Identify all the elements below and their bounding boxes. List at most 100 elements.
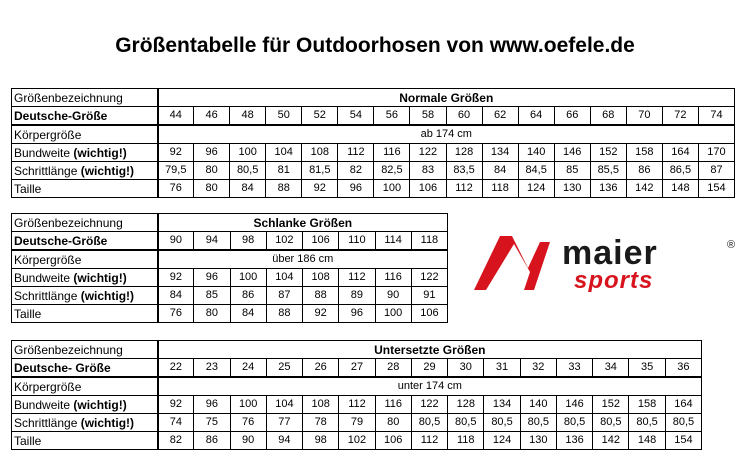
logo-brand-bottom: sports [574, 267, 653, 292]
schritt-cell: 86,5 [661, 161, 699, 180]
taille-cell: 82 [156, 431, 195, 450]
schritt-cell: 80,5 [555, 413, 594, 432]
bundweite-cell: 96 [193, 268, 231, 287]
size-cell: 72 [661, 106, 699, 126]
logo-registered-mark: ® [727, 239, 735, 251]
row-label-deutsche-groesse: Deutsche- Größe [11, 358, 158, 378]
schritt-cell: 77 [265, 413, 304, 432]
taille-cell: 124 [483, 431, 521, 450]
bundweite-cell: 140 [517, 143, 555, 162]
bundweite-cell: 170 [697, 143, 736, 162]
table-heading: Untersetzte Größen [156, 340, 703, 359]
bundweite-cell: 152 [592, 395, 630, 414]
size-cell: 31 [483, 358, 521, 378]
row-label-text: Schrittlänge [14, 288, 78, 303]
size-cell: 22 [156, 358, 195, 378]
taille-cell: 142 [625, 179, 663, 198]
bundweite-cell: 100 [229, 143, 267, 162]
header-row: Größenbezeichnung Normale Größen [11, 88, 736, 107]
taille-cell: 106 [409, 179, 447, 198]
taille-cell: 92 [301, 179, 339, 198]
size-cell: 46 [193, 106, 231, 126]
schritt-cell: 79 [338, 413, 376, 432]
koerper-value: ab 174 cm [156, 124, 736, 144]
taille-cell: 106 [410, 304, 449, 323]
schritt-cell: 84,5 [517, 161, 555, 180]
taille-cell: 148 [628, 431, 666, 450]
logo-swoosh-mark [474, 236, 550, 290]
row-label-bezeichnung: Größenbezeichnung [11, 88, 158, 107]
taille-cell: 100 [373, 179, 411, 198]
taille-cell: 136 [589, 179, 627, 198]
size-cell: 68 [589, 106, 627, 126]
row-label-bundweite: Bundweite (wichtig!) [11, 143, 158, 162]
bundweite-cell: 104 [265, 395, 304, 414]
size-cell: 90 [156, 231, 195, 251]
row-label-text: Bundweite [14, 397, 71, 412]
schritt-cell: 80,5 [664, 413, 703, 432]
bundweite-cell: 116 [374, 268, 412, 287]
schritt-cell: 87 [697, 161, 736, 180]
bundweite-cell: 108 [301, 143, 339, 162]
taille-cell: 148 [661, 179, 699, 198]
row-label-deutsche-groesse: Deutsche-Größe [11, 106, 158, 126]
schritt-cell: 83,5 [445, 161, 483, 180]
bundweite-cell: 134 [483, 395, 521, 414]
important-note: (wichtig!) [80, 288, 135, 303]
bundweite-cell: 158 [625, 143, 663, 162]
size-cell: 25 [265, 358, 304, 378]
schritt-cell: 82,5 [373, 161, 411, 180]
maier-sports-logo: maier ® sports [474, 234, 735, 292]
schritt-cell: 87 [265, 286, 304, 305]
size-cell: 34 [592, 358, 630, 378]
row-label-bezeichnung: Größenbezeichnung [11, 340, 158, 359]
taille-cell: 142 [592, 431, 630, 450]
bundweite-cell: 108 [301, 268, 340, 287]
bundweite-cell: 92 [156, 395, 195, 414]
taille-cell: 92 [301, 304, 340, 323]
taille-cell: 118 [481, 179, 519, 198]
schritt-cell: 75 [193, 413, 231, 432]
koerper-row: Körpergröße ab 174 cm [11, 124, 736, 144]
taille-row: Taille 82 86 90 94 98 102 106 112 118 124 130 136 142… [11, 431, 703, 450]
row-label-taille: Taille [11, 179, 158, 198]
taille-cell: 88 [265, 179, 303, 198]
size-cell: 32 [519, 358, 557, 378]
bundweite-cell: 96 [193, 395, 231, 414]
schritt-cell: 86 [625, 161, 663, 180]
important-note: (wichtig!) [80, 415, 135, 430]
size-cell: 102 [265, 231, 304, 251]
size-cell: 58 [409, 106, 447, 126]
size-cell: 74 [697, 106, 736, 126]
bundweite-row: Bundweite (wichtig!) 92 96 100 104 108 112 116 1… [11, 395, 703, 414]
schritt-cell: 80,5 [519, 413, 557, 432]
bundweite-cell: 128 [445, 143, 483, 162]
schritt-cell: 80,5 [592, 413, 630, 432]
size-row: Deutsche- Größe 22 23 24 25 26 27 28 29 30 31 32 33 3… [11, 358, 703, 378]
taille-cell: 136 [555, 431, 594, 450]
size-row: Deutsche-Größe 44 46 48 50 52 54 56 58 60 62 64 66 68… [11, 106, 736, 126]
row-label-text: Schrittlänge [14, 415, 78, 430]
size-table-stocky: Größenbezeichnung Untersetzte Größen Deuts… [11, 340, 703, 450]
bundweite-row: Bundweite (wichtig!) 92 96 100 104 108 112 116 1… [11, 268, 449, 287]
bundweite-cell: 122 [409, 143, 447, 162]
size-cell: 23 [193, 358, 231, 378]
schritt-cell: 76 [229, 413, 267, 432]
size-cell: 28 [374, 358, 412, 378]
size-cell: 60 [445, 106, 483, 126]
schritt-row: Schrittlänge (wichtig!) 74 75 76 77 78 79 80 80,… [11, 413, 703, 432]
schritt-cell: 80,5 [410, 413, 449, 432]
taille-cell: 130 [553, 179, 591, 198]
size-cell: 50 [265, 106, 303, 126]
taille-cell: 154 [664, 431, 703, 450]
size-cell: 29 [410, 358, 449, 378]
taille-cell: 112 [410, 431, 449, 450]
bundweite-row: Bundweite (wichtig!) 92 96 100 104 108 112 116 1… [11, 143, 736, 162]
size-cell: 54 [337, 106, 375, 126]
important-note: (wichtig!) [80, 163, 135, 178]
row-label-bezeichnung: Größenbezeichnung [11, 213, 158, 232]
schritt-row: Schrittlänge (wichtig!) 84 85 86 87 88 89 90 91 [11, 286, 449, 305]
taille-row: Taille 76 80 84 88 92 96 100 106 [11, 304, 449, 323]
taille-cell: 84 [229, 304, 267, 323]
bundweite-cell: 116 [374, 395, 412, 414]
